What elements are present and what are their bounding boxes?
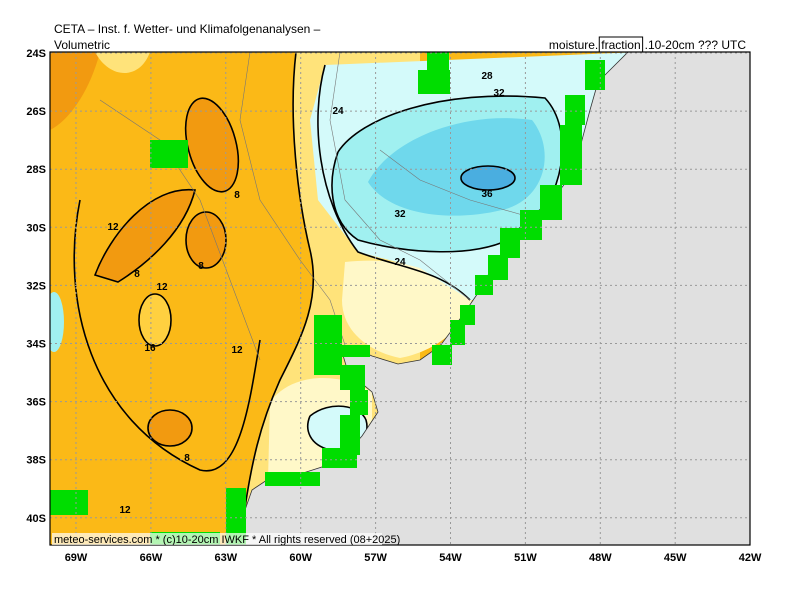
map-frame [49, 51, 751, 546]
field-wet [50, 292, 64, 352]
latitude-label: 32S [26, 280, 46, 292]
mask-cell [432, 345, 452, 365]
footer-credit: meteo-services.com * (c)10-20cm IWKF * A… [54, 534, 400, 546]
mask-cell [340, 415, 360, 455]
longitude-label: 69W [65, 552, 88, 564]
contour-label: 24 [332, 106, 344, 117]
longitude-label: 60W [289, 552, 312, 564]
latitude-label: 24S [26, 48, 46, 60]
mask-cell [500, 228, 520, 258]
contour-label: 8 [134, 269, 140, 280]
longitude-label: 54W [439, 552, 462, 564]
field-dry [148, 410, 192, 446]
contour-label: 12 [119, 505, 131, 516]
contour-label: 24 [394, 257, 406, 268]
field-dry [185, 98, 239, 192]
mask-cell [560, 125, 582, 185]
longitude-label: 42W [739, 552, 762, 564]
mask-cell [418, 70, 450, 94]
mask-cell [314, 315, 342, 375]
field-label-unit: fraction [601, 38, 640, 52]
mask-cell [540, 185, 562, 220]
mask-cell [350, 390, 368, 415]
mask-cell [488, 255, 508, 280]
mask-cell [150, 140, 188, 168]
longitude-label: 66W [140, 552, 163, 564]
latitude-label: 38S [26, 455, 46, 467]
header-title: CETA – Inst. f. Wetter- und Klimafolgena… [54, 22, 321, 36]
longitude-label: 48W [589, 552, 612, 564]
field-wettest [461, 166, 515, 190]
contour-label: 28 [481, 71, 493, 82]
contour-label: 12 [156, 282, 168, 293]
mask-cell [520, 210, 542, 240]
field-moist [95, 52, 150, 73]
latitude-label: 36S [26, 397, 46, 409]
contour-label: 12 [231, 345, 243, 356]
mask-cell [50, 490, 88, 515]
mask-cell [340, 365, 365, 390]
latitude-label: 28S [26, 164, 46, 176]
field-moist [139, 294, 171, 346]
field-dry [186, 212, 226, 268]
field-dry [95, 189, 195, 282]
longitude-label: 45W [664, 552, 687, 564]
latitude-label: 34S [26, 339, 46, 351]
contour-label: 8 [198, 261, 204, 272]
mask-cell [265, 472, 320, 486]
footer-bg [52, 533, 382, 545]
mask-cell [340, 345, 370, 357]
contour-label: 16 [144, 343, 156, 354]
graticule [50, 52, 750, 545]
field-label-prefix: moisture. [549, 38, 598, 52]
latitude-label: 30S [26, 222, 46, 234]
mask-cell [450, 320, 465, 345]
longitude-label: 57W [364, 552, 387, 564]
contour-label: 12 [107, 222, 119, 233]
contour-label: 32 [394, 209, 406, 220]
field-dry [50, 52, 100, 130]
longitude-label: 63W [214, 552, 237, 564]
field-label-suffix: .10-20cm ??? UTC [645, 38, 747, 52]
mask-cell [226, 488, 246, 545]
contour-label: 8 [234, 190, 240, 201]
latitude-label: 40S [26, 513, 46, 525]
mask-cell [475, 275, 493, 295]
latitude-label: 26S [26, 106, 46, 118]
longitude-label: 51W [514, 552, 537, 564]
mask-cell [585, 60, 605, 90]
mask-cell [322, 448, 357, 468]
contour-label: 36 [481, 189, 493, 200]
field-moist [342, 260, 472, 358]
field-very-wet [368, 118, 545, 216]
contour-label: 32 [493, 88, 505, 99]
contour-label: 8 [184, 453, 190, 464]
variable-label: Volumetric [54, 38, 110, 52]
borders [99, 52, 541, 361]
contours [73, 52, 564, 545]
mask-cell [565, 95, 585, 125]
